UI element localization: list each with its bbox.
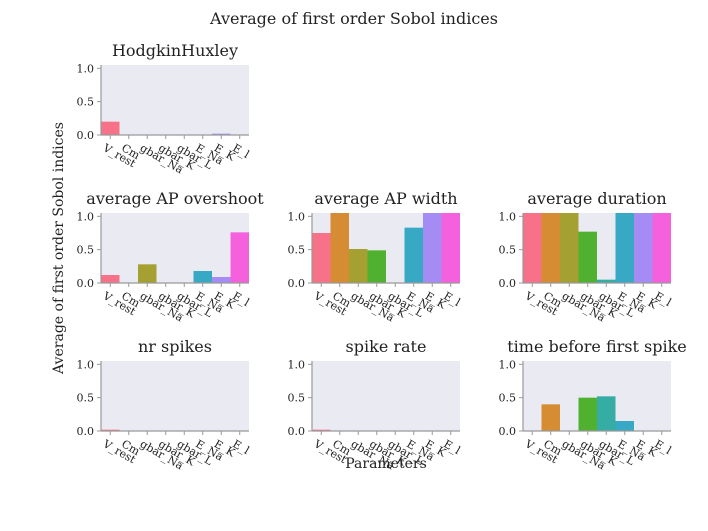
- y-tick-label: 0.0: [288, 277, 306, 290]
- figure-ylabel: Average of first order Sobol indices: [51, 122, 67, 375]
- bar-V_rest: [312, 233, 331, 283]
- bar-gbar_Na: [138, 264, 157, 283]
- y-tick-label: 0.5: [77, 96, 95, 109]
- plot-area: [101, 65, 249, 135]
- bar-Cm: [330, 213, 349, 283]
- subplot-5: nr spikes0.00.51.0V_restCmgbar_Nagbar_Kg…: [77, 337, 252, 473]
- y-tick-label: 1.0: [288, 210, 306, 223]
- bar-E_K: [212, 277, 231, 283]
- plot-area: [101, 361, 249, 431]
- y-tick-label: 0.5: [499, 392, 517, 405]
- subplot-title: nr spikes: [138, 337, 212, 356]
- y-tick-label: 1.0: [77, 62, 95, 75]
- subplot-grid: HodgkinHuxley0.00.51.0V_restCmgbar_Nagba…: [77, 41, 687, 473]
- plot-area: [312, 361, 460, 431]
- bar-Cm: [541, 404, 560, 431]
- y-tick-label: 1.0: [77, 358, 95, 371]
- y-tick-label: 0.0: [499, 277, 517, 290]
- y-tick-label: 1.0: [77, 210, 95, 223]
- plot-area: [101, 213, 249, 283]
- figure-xlabel: Parameters: [345, 456, 427, 472]
- y-tick-label: 1.0: [499, 358, 517, 371]
- subplot-title: spike rate: [346, 337, 427, 356]
- y-tick-label: 0.5: [288, 392, 306, 405]
- subplot-6: spike rate0.00.51.0V_restCmgbar_Nagbar_K…: [288, 337, 463, 473]
- bar-Cm: [541, 213, 560, 283]
- y-tick-label: 0.0: [77, 277, 95, 290]
- subplot-title: time before first spike: [507, 337, 687, 356]
- bar-gbar_K: [367, 250, 386, 283]
- bar-gbar_K: [578, 397, 597, 431]
- y-tick-label: 0.5: [77, 392, 95, 405]
- bar-V_rest: [101, 429, 120, 431]
- bar-E_Na: [404, 227, 423, 283]
- bar-E_K: [634, 213, 653, 283]
- bar-gbar_Na: [560, 213, 579, 283]
- y-tick-label: 0.0: [499, 425, 517, 438]
- bar-V_rest: [101, 121, 120, 135]
- y-tick-label: 0.5: [499, 244, 517, 257]
- subplot-7: time before first spike0.00.51.0V_restCm…: [499, 337, 687, 473]
- y-tick-label: 0.5: [77, 244, 95, 257]
- bar-V_rest: [523, 213, 542, 283]
- bar-E_K: [423, 213, 442, 283]
- subplot-title: HodgkinHuxley: [112, 41, 238, 60]
- y-tick-label: 1.0: [499, 210, 517, 223]
- y-tick-label: 0.5: [288, 244, 306, 257]
- subplot-title: average duration: [527, 189, 666, 208]
- bar-gbar_L: [597, 396, 616, 431]
- subplot-2: average AP overshoot0.00.51.0V_restCmgba…: [77, 189, 265, 325]
- subplot-title: average AP overshoot: [86, 189, 264, 208]
- bar-gbar_Na: [349, 249, 368, 283]
- subplot-3: average AP width0.00.51.0V_restCmgbar_Na…: [288, 189, 463, 325]
- bar-E_l: [441, 213, 460, 283]
- subplot-1: HodgkinHuxley0.00.51.0V_restCmgbar_Nagba…: [77, 41, 252, 177]
- bar-E_Na: [615, 421, 634, 431]
- y-tick-label: 0.0: [77, 425, 95, 438]
- bar-E_l: [652, 213, 671, 283]
- y-tick-label: 0.0: [77, 129, 95, 142]
- bar-E_l: [230, 232, 249, 283]
- bar-E_K: [212, 133, 231, 135]
- bar-gbar_K: [578, 231, 597, 283]
- bar-gbar_L: [597, 279, 616, 283]
- figure-title: Average of first order Sobol indices: [209, 9, 498, 28]
- y-tick-label: 0.0: [288, 425, 306, 438]
- bar-E_Na: [615, 213, 634, 283]
- subplot-4: average duration0.00.51.0V_restCmgbar_Na…: [499, 189, 674, 325]
- bar-E_Na: [193, 271, 212, 283]
- subplot-title: average AP width: [314, 189, 457, 208]
- bar-V_rest: [101, 275, 120, 283]
- bar-V_rest: [312, 429, 331, 431]
- y-tick-label: 1.0: [288, 358, 306, 371]
